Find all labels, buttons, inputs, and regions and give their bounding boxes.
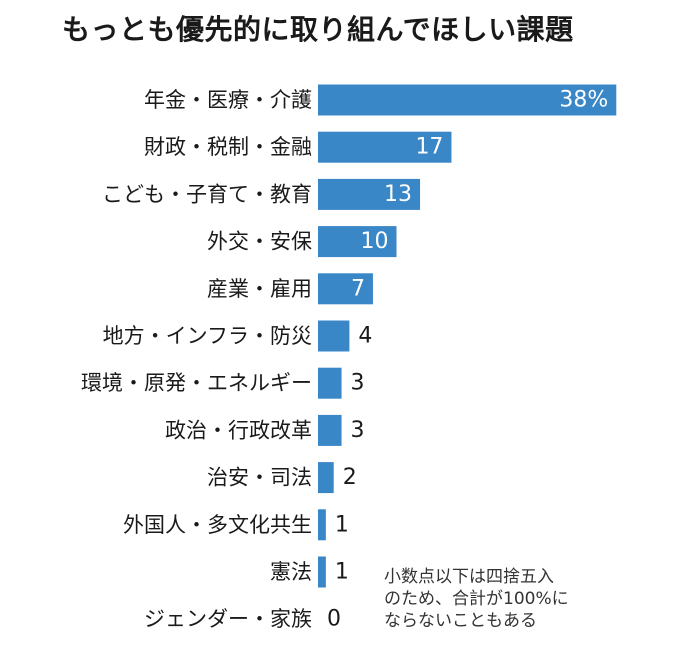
chart-title: もっとも優先的に取り組んでほしい課題 [62, 13, 574, 46]
bar [318, 273, 373, 305]
data-label: 0 [327, 607, 341, 632]
data-label: 3 [351, 418, 365, 443]
category-label: 年金・医療・介護 [144, 88, 312, 112]
category-label: ジェンダー・家族 [144, 607, 312, 631]
category-label: 産業・雇用 [207, 277, 312, 301]
data-label: 4 [358, 324, 372, 349]
category-label: 地方・インフラ・防災 [103, 324, 312, 348]
data-label: 1 [335, 512, 349, 537]
data-label: 13 [384, 182, 412, 207]
footnote: 小数点以下は四捨五入 のため、合計が100%に ならないこともある [384, 567, 569, 631]
category-label: 環境・原発・エネルギー [81, 371, 312, 395]
category-label: 治安・司法 [207, 466, 312, 490]
bar [318, 367, 342, 399]
bar [318, 226, 397, 258]
data-label: 17 [415, 135, 443, 160]
bar [318, 131, 452, 163]
category-label: 憲法 [270, 560, 312, 584]
data-label: 3 [351, 371, 365, 396]
data-label: 2 [343, 465, 357, 490]
data-label: 10 [361, 229, 389, 254]
bar [318, 84, 617, 116]
bar [318, 509, 326, 541]
data-label: 1 [335, 560, 349, 585]
category-label: 政治・行政改革 [165, 418, 312, 442]
data-label: 38% [559, 88, 608, 113]
bar [318, 178, 421, 210]
bar [318, 462, 334, 494]
bar [318, 556, 326, 588]
data-label: 7 [351, 276, 365, 301]
category-label: 外国人・多文化共生 [123, 513, 312, 537]
category-label: 外交・安保 [207, 230, 312, 254]
bar [318, 414, 342, 446]
bar [318, 320, 350, 352]
category-label: こども・子育て・教育 [102, 182, 312, 206]
category-label: 財政・税制・金融 [144, 135, 312, 159]
